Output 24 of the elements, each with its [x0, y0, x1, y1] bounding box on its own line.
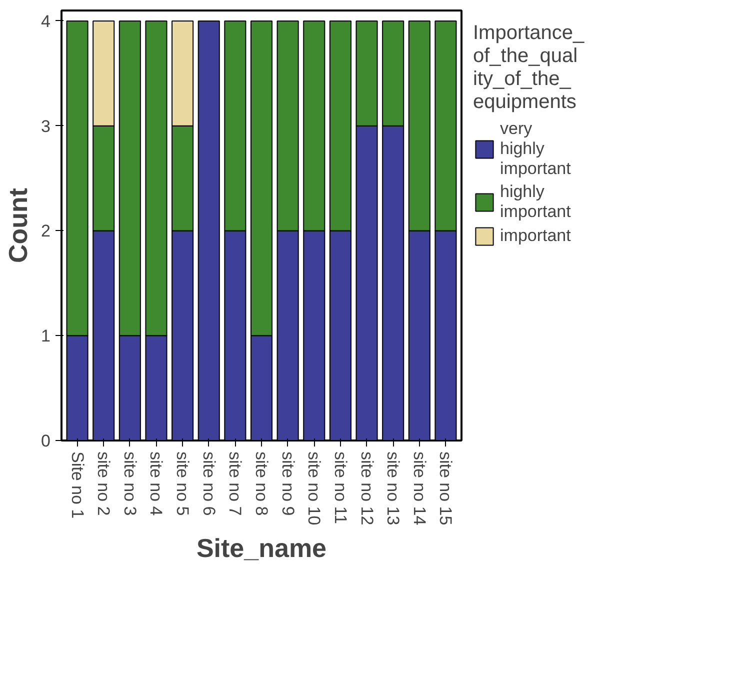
x-tick-label: site no 9: [278, 452, 298, 516]
legend-label: important: [500, 226, 571, 246]
y-tick-label: 0: [41, 432, 51, 450]
x-tick-label: site no 2: [94, 452, 114, 516]
x-tick-label: Site no 1: [68, 452, 87, 519]
x-tick-label: site no 13: [384, 452, 403, 526]
y-tick-label: 4: [41, 12, 51, 31]
x-tick-label: site no 14: [410, 452, 429, 526]
x-tick-label: site no 5: [173, 452, 192, 516]
legend-title: Importance_of_the_quality_of_the_equipments: [473, 22, 584, 114]
x-tick-label: site no 8: [252, 452, 271, 516]
y-axis-title: Count: [3, 188, 34, 264]
y-tick-label: 2: [41, 222, 51, 241]
x-tick-label: site no 3: [120, 452, 140, 516]
x-tick-label: site no 15: [436, 452, 456, 526]
x-tick-label: site no 7: [226, 452, 245, 516]
x-tick-label: site no 10: [304, 452, 324, 526]
y-tick-label: 1: [41, 326, 51, 346]
x-tick-label: site no 6: [199, 452, 218, 516]
x-tick-label: site no 11: [330, 452, 350, 524]
x-tick-label: site no 12: [357, 452, 376, 526]
x-tick-label: site no 4: [146, 452, 166, 516]
x-axis-title: Site_name: [196, 533, 327, 564]
y-tick-label: 3: [41, 116, 51, 136]
